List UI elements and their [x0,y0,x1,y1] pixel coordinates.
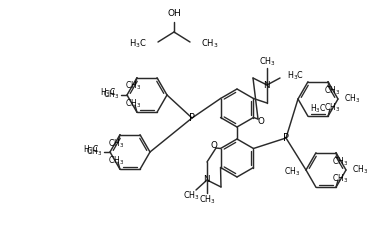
Text: H$_3$C: H$_3$C [83,144,100,156]
Text: H$_3$C: H$_3$C [100,87,117,99]
Text: H$_3$C: H$_3$C [310,102,327,115]
Text: H$_3$C: H$_3$C [287,70,304,82]
Text: CH$_3$: CH$_3$ [344,93,360,105]
Text: CH$_3$: CH$_3$ [259,56,276,68]
Text: CH$_3$: CH$_3$ [201,38,219,50]
Text: CH$_3$: CH$_3$ [332,155,348,168]
Text: CH$_3$: CH$_3$ [108,137,124,150]
Text: CH$_3$: CH$_3$ [183,190,200,202]
Text: O: O [258,116,265,125]
Text: CH$_3$: CH$_3$ [199,194,216,206]
Text: CH$_3$: CH$_3$ [332,172,348,184]
Text: CH$_3$: CH$_3$ [108,154,124,167]
Text: CH$_3$: CH$_3$ [103,89,119,101]
Text: CH$_3$: CH$_3$ [352,164,368,176]
Text: N: N [263,81,269,90]
Text: CH$_3$: CH$_3$ [86,146,102,158]
Text: CH$_3$: CH$_3$ [324,84,340,97]
Text: H$_3$C: H$_3$C [129,38,147,50]
Text: O: O [211,142,218,151]
Text: CH$_3$: CH$_3$ [125,97,141,110]
Text: CH$_3$: CH$_3$ [324,101,340,113]
Text: CH$_3$: CH$_3$ [125,80,141,92]
Text: OH: OH [167,10,181,19]
Text: CH$_3$: CH$_3$ [284,166,300,178]
Text: N: N [203,175,209,184]
Text: P: P [283,133,289,143]
Text: P: P [189,113,195,123]
